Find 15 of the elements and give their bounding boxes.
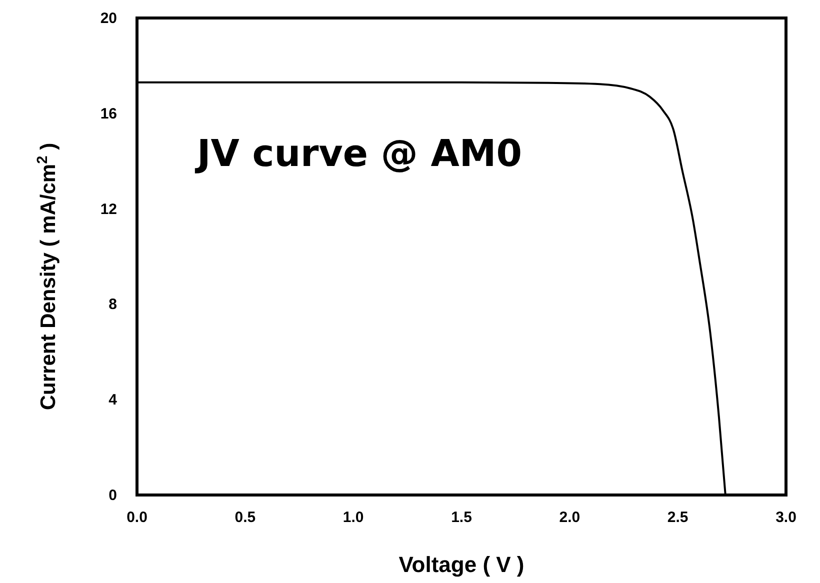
x-tick-label: 1.0	[342, 509, 364, 526]
x-tick-label: 2.5	[667, 509, 688, 526]
y-tick-label: 16	[100, 105, 117, 122]
text: JV curve @ AM0	[194, 132, 522, 175]
x-tick-label: 0.5	[234, 509, 256, 526]
x-tick-label: 0.0	[126, 509, 148, 526]
y-tick-label: 4	[108, 392, 118, 409]
x-tick-label: 2.0	[559, 509, 580, 526]
y-tick-label: 20	[100, 10, 117, 27]
y-tick-label: 12	[100, 200, 117, 218]
x-tick-label: 3.0	[776, 509, 796, 526]
y-tick-label: 0	[108, 487, 117, 504]
x-axis-title: Voltage ( V )	[398, 552, 524, 577]
x-tick-label: 1.5	[451, 509, 472, 526]
y-tick-label: 8	[108, 296, 117, 314]
